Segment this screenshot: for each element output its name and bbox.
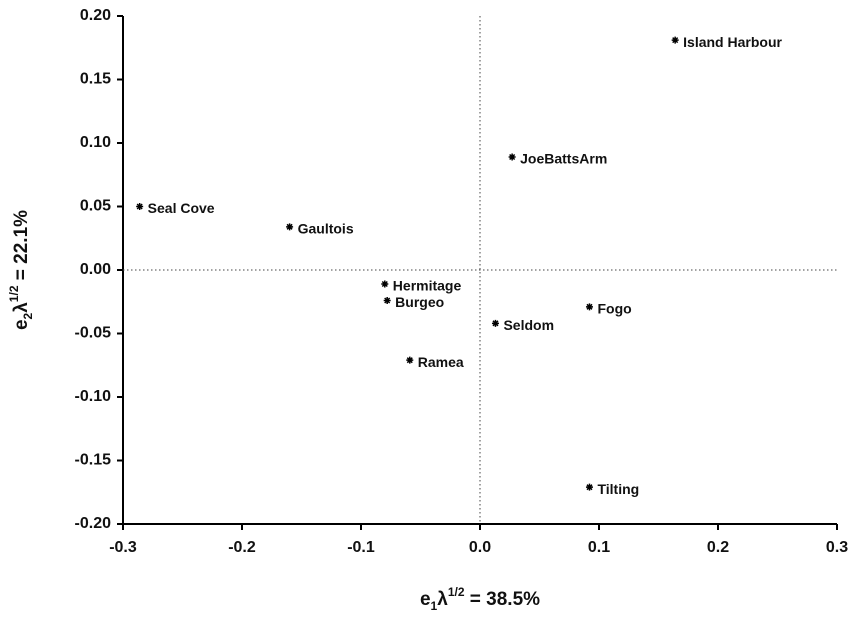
point [508,153,516,161]
y-tick-label: -0.15 [75,452,112,469]
axis-label-part: 1 [431,599,438,613]
x-label: e1λ1/2 = 38.5% [420,585,540,613]
point-label: Seldom [503,317,554,333]
point-label: Gaultois [298,221,354,237]
axis-label-part: e [420,589,431,610]
y-tick-label: 0.10 [80,134,111,151]
axis-label-part: 2 [21,312,35,319]
axis-label-part: = 22.1% [11,210,32,286]
y-tick-label: -0.05 [75,325,112,342]
point [406,356,414,364]
axis-label-part: λ [437,589,448,610]
point-label: Ramea [418,354,464,370]
x-tick-label: -0.3 [109,539,137,556]
point [671,36,679,44]
point-label: JoeBattsArm [520,151,607,167]
axis-label-part: = 38.5% [465,589,541,610]
y-tick-label: 0.00 [80,261,111,278]
x-tick-label: -0.2 [228,539,256,556]
y-tick-label: 0.15 [80,71,111,88]
point [136,203,144,210]
axis-label-part: e [11,319,32,330]
point [491,319,499,327]
axis-label-part: 1/2 [448,585,465,599]
y-tick-label: 0.05 [80,198,111,215]
point [585,303,593,311]
point-label: Burgeo [395,294,444,310]
x-tick-label: 0.2 [707,539,729,556]
point-label: Fogo [597,301,631,317]
x-tick-label: -0.1 [347,539,375,556]
point [286,223,294,231]
axis-label-part: λ [11,302,32,313]
x-tick-label: 0.1 [588,539,610,556]
point-label: Hermitage [393,278,462,294]
axis-label-part: 1/2 [7,285,21,302]
point [383,296,391,304]
x-tick-label: 0.3 [826,539,848,556]
y-label: e2λ1/2 = 22.1% [7,210,35,330]
point [381,280,389,288]
point-label: Tilting [597,481,639,497]
y-tick-label: -0.10 [75,388,112,405]
y-tick-label: 0.20 [80,7,111,24]
x-tick-label: 0.0 [469,539,491,556]
point-label: Seal Cove [148,200,215,216]
point-label: Island Harbour [683,34,782,50]
point [585,483,593,491]
y-tick-label: -0.20 [75,515,112,532]
